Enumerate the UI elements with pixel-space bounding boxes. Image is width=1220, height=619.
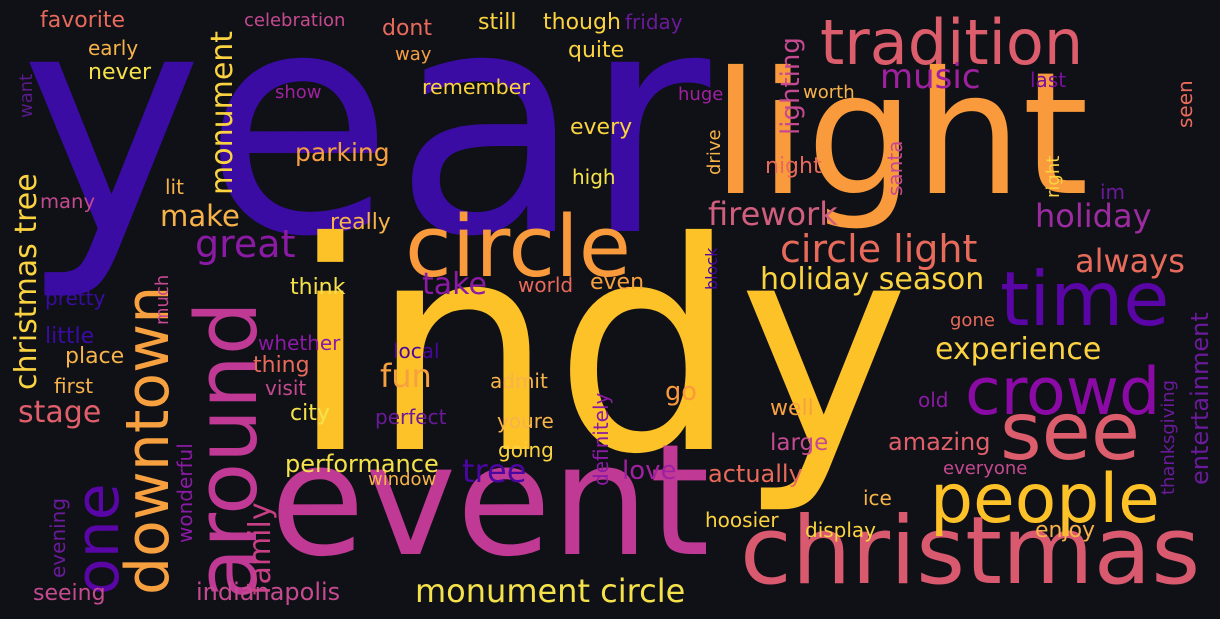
word: think (290, 275, 346, 300)
word: circle (405, 198, 632, 297)
word: great (195, 222, 296, 266)
word: stage (18, 395, 102, 430)
word: make (160, 199, 240, 233)
word: well (770, 396, 814, 421)
word: still (478, 10, 517, 35)
word: many (40, 190, 96, 213)
word: monument (205, 30, 240, 195)
word: seen (1173, 80, 1197, 128)
word: light (712, 36, 1089, 234)
word: world (518, 273, 574, 297)
word: never (88, 60, 152, 85)
word: thanksgiving (1158, 379, 1179, 495)
word: block (702, 247, 721, 290)
word: high (572, 165, 616, 189)
word: last (1030, 68, 1067, 92)
word: drive (704, 129, 725, 175)
word: display (805, 518, 877, 542)
word: ice (863, 486, 892, 510)
word: seeing (33, 581, 106, 606)
word: early (88, 36, 139, 60)
word: firework (708, 195, 838, 233)
word: experience (935, 332, 1102, 367)
word: christmas tree (9, 173, 44, 390)
word: parking (295, 138, 390, 167)
word: friday (625, 10, 683, 34)
word: go (665, 377, 697, 407)
word: dont (382, 16, 432, 41)
word: monument circle (415, 572, 686, 610)
word: love (622, 456, 677, 486)
word: tradition (820, 6, 1084, 79)
word: perfect (375, 405, 447, 429)
word: christmas (740, 497, 1201, 606)
word: old (918, 388, 949, 412)
word: visit (265, 376, 307, 400)
word: santa (883, 140, 907, 196)
word: indy (290, 181, 910, 518)
word: holiday (1035, 197, 1152, 235)
word: show (275, 82, 322, 103)
word: local (393, 339, 440, 363)
word: amazing (888, 428, 991, 456)
word: right (1043, 155, 1064, 198)
word: holiday season (760, 262, 985, 297)
word: every (570, 115, 633, 140)
word: place (65, 344, 125, 369)
word: event (270, 412, 710, 591)
word: entertainment (1186, 312, 1214, 485)
word: youre (497, 409, 554, 433)
word: lighting (776, 37, 806, 135)
word: take (422, 267, 487, 302)
word: window (368, 469, 437, 490)
word: large (770, 430, 829, 456)
word: even (590, 270, 645, 295)
word: enjoy (1035, 518, 1096, 543)
word: crowd (965, 355, 1161, 430)
word: pretty (45, 286, 106, 310)
word: first (54, 374, 94, 398)
word: worth (803, 82, 855, 103)
word: want (16, 73, 37, 118)
word: little (45, 324, 95, 349)
word: circle light (780, 227, 978, 271)
word: night (765, 154, 822, 179)
word: huge (678, 84, 724, 105)
word: time (1000, 255, 1170, 343)
word: always (1075, 242, 1185, 280)
word: actually (708, 460, 803, 488)
word: celebration (244, 10, 346, 31)
word: year (20, 0, 711, 304)
word: much (152, 274, 173, 325)
word: everyone (943, 458, 1028, 479)
word: indianapolis (196, 578, 341, 606)
word: whether (258, 331, 341, 355)
word: though (543, 10, 621, 35)
word: performance (285, 450, 439, 478)
word: definitely (589, 392, 613, 486)
word: thing (253, 353, 310, 378)
word: remember (422, 75, 530, 99)
word: tree (462, 452, 527, 490)
word: one (63, 483, 133, 595)
word: city (290, 401, 330, 426)
word: lit (165, 175, 184, 199)
word: people (930, 459, 1160, 538)
word: going (498, 438, 554, 462)
word: wonderful (173, 443, 197, 543)
word: admit (490, 369, 548, 393)
word: way (395, 44, 432, 65)
word: fun (380, 357, 432, 395)
word: im (1100, 180, 1126, 204)
word: music (880, 57, 981, 97)
word: really (330, 210, 391, 235)
word: see (1000, 385, 1141, 478)
word: favorite (40, 8, 126, 33)
word: gone (950, 310, 995, 331)
word: quite (568, 38, 625, 63)
word: evening (46, 497, 70, 578)
word: hoosier (705, 508, 779, 532)
